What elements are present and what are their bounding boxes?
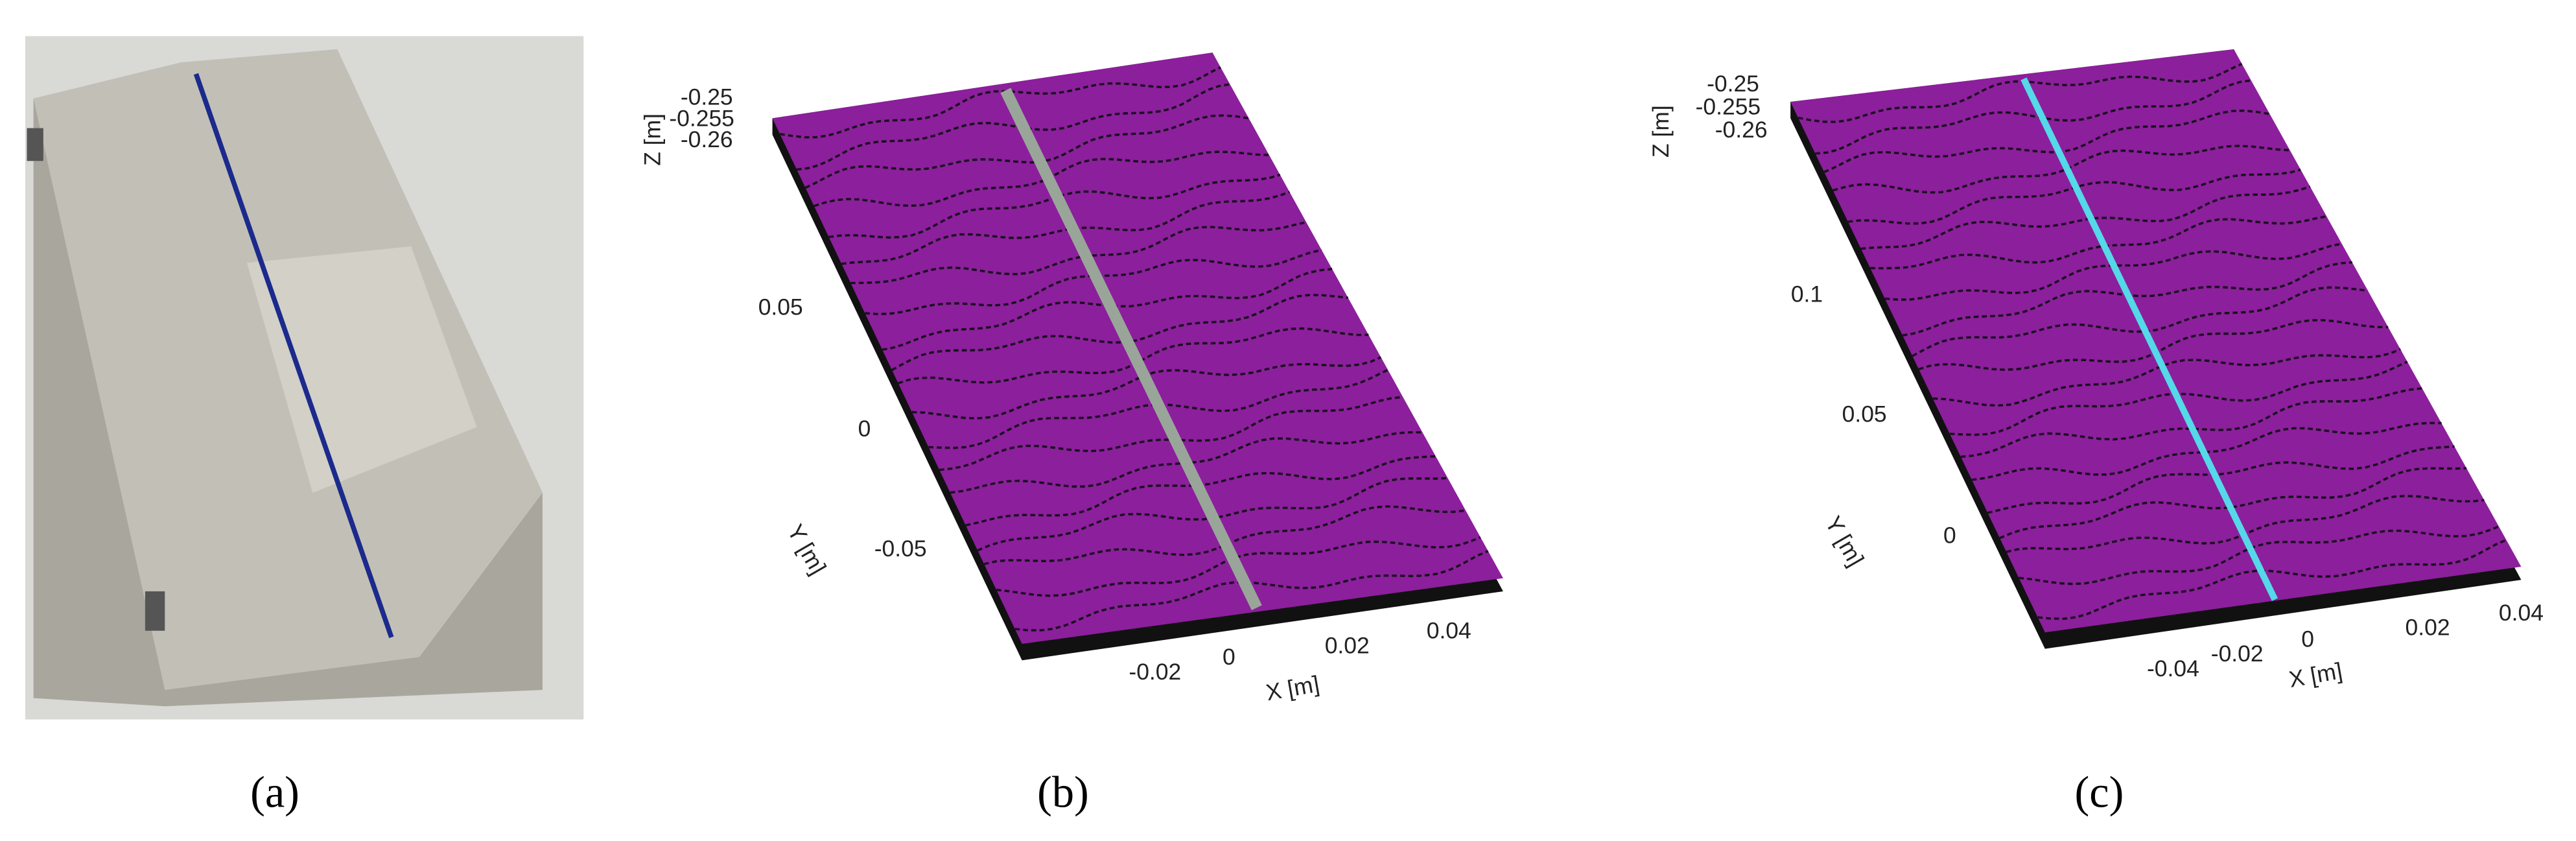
x-tick-label: -0.02 <box>2211 641 2264 667</box>
z-tick-label: -0.26 <box>1715 117 1768 143</box>
contour-line <box>1999 467 2467 539</box>
panel-label: (b) <box>1037 767 1089 816</box>
x-tick-label: 0.02 <box>1325 632 1370 658</box>
x-tick-label: 0.04 <box>2499 600 2544 626</box>
z-tick-label: -0.255 <box>669 105 734 131</box>
x-tick-label: 0 <box>1223 644 1235 670</box>
contour-line <box>1912 286 2369 357</box>
y-tick-label: 0.05 <box>758 294 803 320</box>
y-tick-label: 0 <box>858 416 871 442</box>
contour-line <box>1870 215 2327 270</box>
x-axis-label: X [m] <box>2287 657 2344 693</box>
z-tick-label: -0.255 <box>1696 94 1761 120</box>
weld-seam <box>2020 77 2278 601</box>
contour-line <box>1815 79 2251 155</box>
surface <box>772 53 1503 645</box>
y-tick-label: 0 <box>1943 523 1956 549</box>
contour-line <box>1847 168 2301 225</box>
y-axis-label: Y [m] <box>782 520 832 579</box>
contour-line <box>1823 109 2270 173</box>
x-tick-label: 0 <box>2301 626 2314 652</box>
weld-seam <box>1000 88 1262 611</box>
contour-line <box>814 150 1269 207</box>
contour-line <box>1832 145 2290 194</box>
z-axis-label: Z [m] <box>640 113 666 166</box>
x-tick-label: -0.04 <box>2147 656 2199 681</box>
y-axis-label: Y [m] <box>1820 512 1869 571</box>
z-axis-label: Z [m] <box>1648 105 1674 158</box>
contour-line <box>928 368 1389 449</box>
panel-label: (c) <box>2074 767 2124 816</box>
z-tick-label: -0.25 <box>1707 71 1759 97</box>
x-axis-label: X [m] <box>1264 670 1321 705</box>
point-cloud-plot <box>772 53 1503 661</box>
y-tick-label: 0.05 <box>1842 401 1887 427</box>
contour-line <box>1797 62 2243 123</box>
z-tick-label: -0.26 <box>681 126 733 152</box>
contour-line <box>779 66 1221 139</box>
contour-line <box>841 191 1291 265</box>
x-tick-label: 0.04 <box>1427 618 1471 644</box>
contour-line <box>2019 525 2500 586</box>
contour-line <box>996 536 1481 597</box>
x-tick-label: 0.02 <box>2406 615 2450 641</box>
z-tick-label: -0.25 <box>681 84 733 110</box>
x-tick-label: -0.02 <box>1129 659 1181 685</box>
contour-line <box>796 83 1230 171</box>
contour-line <box>911 356 1382 420</box>
contour-line <box>1860 185 2311 250</box>
contour-line <box>828 173 1281 239</box>
contour-line <box>2037 539 2507 621</box>
y-tick-label: 0.1 <box>1791 281 1823 307</box>
y-tick-label: -0.05 <box>874 536 927 562</box>
point-cloud-plot <box>1790 49 2522 649</box>
contour-line <box>804 114 1249 189</box>
contour-line <box>1932 348 2401 407</box>
panel-label: (a) <box>250 767 299 816</box>
photo <box>25 36 584 720</box>
surface <box>1790 49 2522 633</box>
